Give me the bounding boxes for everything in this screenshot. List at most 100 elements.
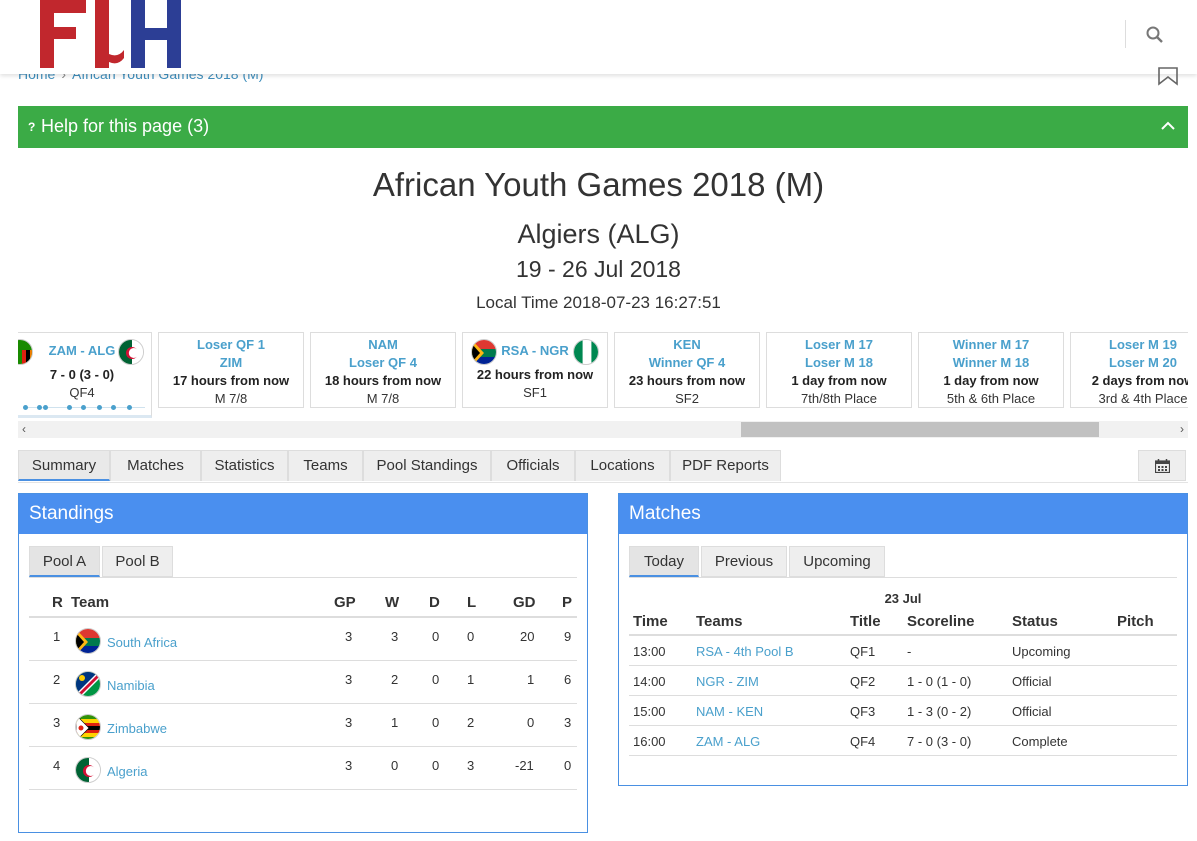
chevron-up-icon[interactable]: [1160, 118, 1176, 134]
col-rank: R: [52, 594, 63, 611]
match-status: Official: [1012, 704, 1052, 719]
match-card-home: KEN: [673, 337, 701, 352]
event-location: Algiers (ALG): [517, 219, 680, 249]
match-card-away: Loser QF 4: [349, 355, 417, 370]
tab-officials[interactable]: Officials: [491, 450, 575, 481]
tab-pdf-reports[interactable]: PDF Reports: [670, 450, 781, 481]
scroll-right-icon[interactable]: ›: [1180, 422, 1184, 436]
col-teams: Teams: [696, 613, 743, 630]
standings-table: R Team GP W D L GD P 1 South Africa 3 3 …: [29, 588, 577, 790]
match-teams-link[interactable]: NGR - ZIM: [696, 674, 759, 689]
match-card[interactable]: Loser M 19 Loser M 20 2 days from now 3r…: [1070, 332, 1188, 408]
match-card-code: ZAM - ALG: [48, 343, 116, 358]
points: 0: [564, 758, 572, 773]
south-africa-flag-icon: [471, 339, 497, 365]
section-tabs: Summary Matches Statistics Teams Pool St…: [18, 450, 1188, 483]
tab-pool-standings[interactable]: Pool Standings: [363, 450, 491, 481]
standings-panel: Standings Pool A Pool B R Team GP W D L …: [18, 493, 588, 833]
match-card[interactable]: RSA - NGR 22 hours from now SF1: [462, 332, 608, 408]
match-card-time: 1 day from now: [791, 373, 887, 388]
match-card-home: Winner M 17: [952, 337, 1030, 352]
table-row: 13:00 RSA - 4th Pool B QF1 - Upcoming: [629, 636, 1177, 666]
match-card-away: ZIM: [219, 355, 243, 370]
match-teams-link[interactable]: ZAM - ALG: [696, 734, 761, 749]
match-card[interactable]: Loser QF 1 ZIM 17 hours from now M 7/8: [158, 332, 304, 408]
tab-today[interactable]: Today: [629, 546, 699, 577]
tab-statistics[interactable]: Statistics: [201, 450, 288, 481]
calendar-icon: [1155, 459, 1170, 473]
match-card[interactable]: KEN Winner QF 4 23 hours from now SF2: [614, 332, 760, 408]
col-time: Time: [633, 613, 668, 630]
match-card-round: 5th & 6th Place: [946, 391, 1036, 406]
match-card-teams: RSA - NGR: [463, 336, 607, 366]
losses: 2: [467, 715, 475, 730]
table-row: 1 South Africa 3 3 0 0 20 9: [29, 618, 577, 661]
tab-matches[interactable]: Matches: [110, 450, 201, 481]
team-link[interactable]: Zimbabwe: [107, 721, 167, 736]
match-title: QF2: [850, 674, 876, 689]
tab-pool-b[interactable]: Pool B: [102, 546, 173, 577]
scroll-left-icon[interactable]: ‹: [22, 422, 26, 436]
team-link[interactable]: Algeria: [107, 764, 148, 779]
south-africa-flag-icon: [75, 628, 101, 654]
match-card-time: 22 hours from now: [476, 367, 594, 382]
col-title: Title: [850, 613, 881, 630]
match-card[interactable]: ZAM - ALG 7 - 0 (3 - 0) QF4: [18, 332, 152, 418]
algeria-flag-icon: [75, 757, 101, 783]
match-card-time: 17 hours from now: [172, 373, 290, 388]
tab-pool-a[interactable]: Pool A: [29, 546, 100, 577]
wins: 1: [391, 715, 399, 730]
fih-logo[interactable]: [40, 0, 182, 68]
namibia-flag-icon: [75, 671, 101, 697]
calendar-button[interactable]: [1138, 450, 1186, 481]
tab-locations[interactable]: Locations: [575, 450, 670, 481]
wins: 2: [391, 672, 399, 687]
help-bar[interactable]: ? Help for this page (3): [18, 106, 1188, 148]
tab-upcoming[interactable]: Upcoming: [789, 546, 885, 577]
match-teams-link[interactable]: RSA - 4th Pool B: [696, 644, 794, 659]
match-status: Complete: [1012, 734, 1068, 749]
match-card[interactable]: NAM Loser QF 4 18 hours from now M 7/8: [310, 332, 456, 408]
match-card-teams: ZAM - ALG: [18, 336, 151, 366]
nigeria-flag-icon: [573, 339, 599, 365]
match-strip-scrollbar[interactable]: ‹ ›: [18, 421, 1188, 438]
match-status: Upcoming: [1012, 644, 1071, 659]
question-icon: ?: [28, 120, 36, 134]
rank: 4: [53, 758, 61, 773]
games-played: 3: [345, 715, 353, 730]
match-card[interactable]: Winner M 17 Winner M 18 1 day from now 5…: [918, 332, 1064, 408]
table-row: 15:00 NAM - KEN QF3 1 - 3 (0 - 2) Offici…: [629, 696, 1177, 726]
match-card[interactable]: Loser M 17 Loser M 18 1 day from now 7th…: [766, 332, 912, 408]
match-score: -: [907, 644, 912, 659]
col-d: D: [429, 594, 440, 611]
match-card-round: QF4: [69, 385, 95, 400]
match-card-away: Loser M 18: [805, 355, 873, 370]
matches-date: 23 Jul: [884, 591, 922, 606]
match-time: 13:00: [633, 644, 666, 659]
match-card-round: 3rd & 4th Place: [1098, 391, 1188, 406]
match-time: 15:00: [633, 704, 666, 719]
algeria-flag-icon: [118, 339, 144, 365]
wins: 3: [391, 629, 399, 644]
matches-table: Time Teams Title Scoreline Status Pitch …: [629, 606, 1177, 756]
bookmark-icon[interactable]: [1157, 66, 1179, 86]
wins: 0: [391, 758, 399, 773]
tab-previous[interactable]: Previous: [701, 546, 787, 577]
match-teams-link[interactable]: NAM - KEN: [696, 704, 764, 719]
draws: 0: [432, 758, 440, 773]
match-card-round: 7th/8th Place: [801, 391, 877, 406]
team-link[interactable]: Namibia: [107, 678, 155, 693]
matches-title: Matches: [619, 494, 1187, 534]
tab-teams[interactable]: Teams: [288, 450, 363, 481]
table-row: 3 Zimbabwe 3 1 0 2 0 3: [29, 704, 577, 747]
tab-summary[interactable]: Summary: [18, 450, 110, 481]
col-team: Team: [71, 594, 110, 611]
scrollbar-thumb[interactable]: [741, 422, 1099, 437]
table-header: R Team GP W D L GD P: [29, 588, 577, 618]
match-card-home: Loser QF 1: [197, 337, 265, 352]
col-gd: GD: [513, 594, 536, 611]
col-scoreline: Scoreline: [907, 613, 975, 630]
search-icon[interactable]: [1145, 25, 1165, 45]
team-link[interactable]: South Africa: [107, 635, 178, 650]
col-p: P: [562, 594, 573, 611]
